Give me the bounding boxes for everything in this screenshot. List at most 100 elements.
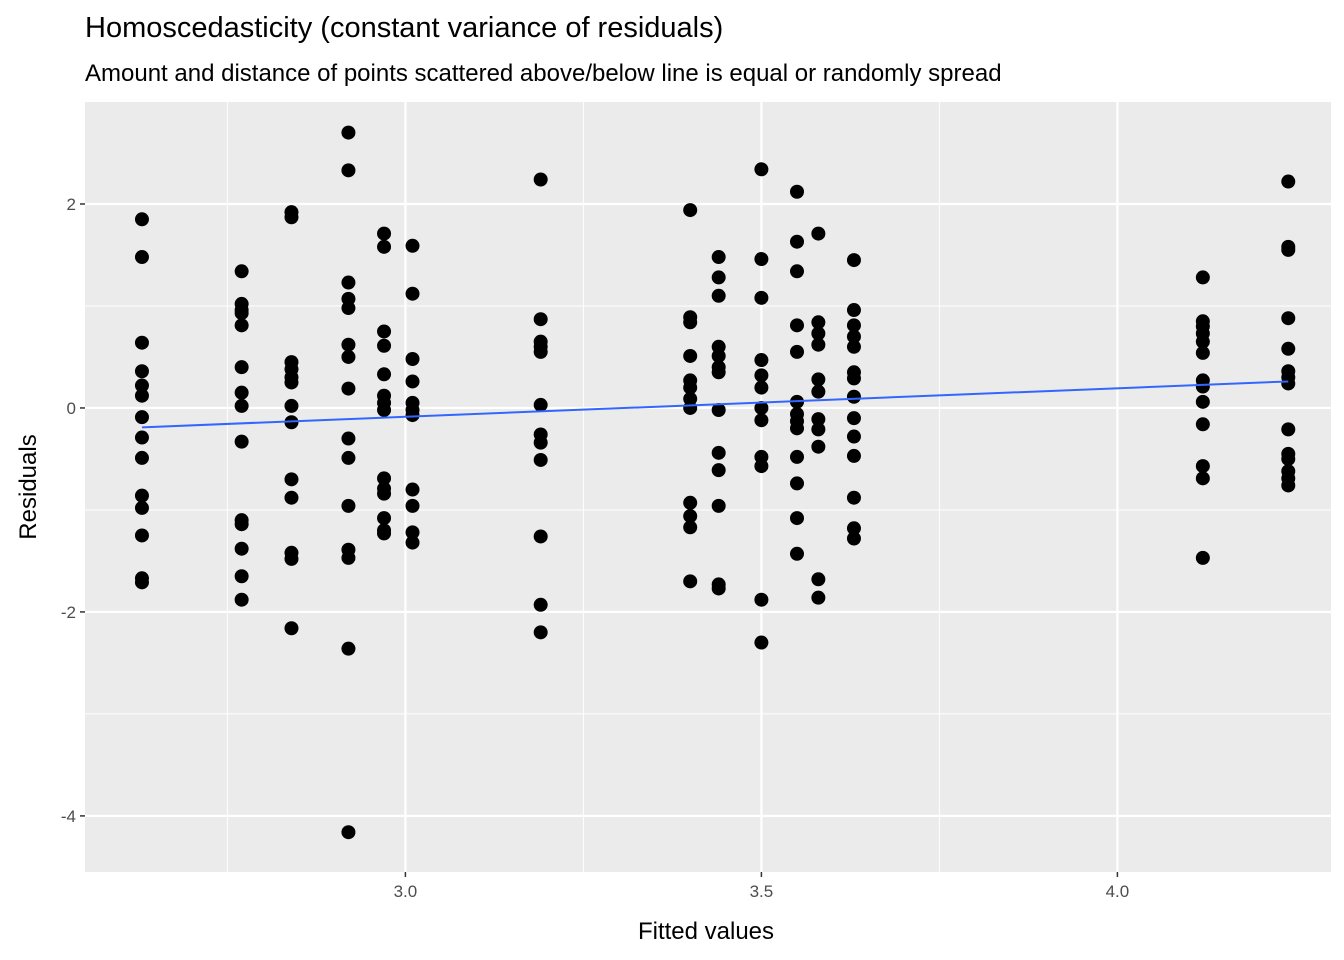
data-point	[134, 450, 149, 465]
data-point	[377, 324, 392, 339]
x-tick-label: 3.0	[394, 882, 418, 901]
data-point	[377, 338, 392, 353]
data-point	[377, 367, 392, 382]
data-point	[1281, 311, 1296, 326]
data-point	[284, 490, 299, 505]
data-point	[377, 471, 392, 486]
data-point	[1195, 345, 1210, 360]
data-point	[405, 286, 420, 301]
data-point	[405, 238, 420, 253]
y-tick-label: -2	[61, 603, 76, 622]
chart-subtitle: Amount and distance of points scattered …	[85, 60, 1002, 87]
data-point	[533, 435, 548, 450]
data-point	[811, 326, 826, 341]
data-point	[754, 162, 769, 177]
data-point	[711, 463, 726, 478]
data-point	[1195, 379, 1210, 394]
data-point	[711, 445, 726, 460]
data-point	[790, 344, 804, 359]
data-point	[341, 431, 356, 446]
data-point	[811, 384, 826, 399]
data-point	[134, 528, 149, 543]
data-point	[234, 318, 249, 333]
data-point	[134, 212, 149, 227]
data-point	[341, 381, 356, 396]
data-point	[811, 226, 826, 241]
data-point	[811, 315, 826, 330]
data-point	[377, 486, 392, 501]
y-axis-title: Residuals	[15, 434, 42, 539]
data-point	[341, 349, 356, 364]
fit-line-layer	[141, 380, 1289, 429]
data-point	[754, 380, 769, 395]
data-point	[1195, 334, 1210, 349]
data-point	[754, 592, 769, 607]
y-tick-label: 0	[67, 399, 76, 418]
data-point	[234, 541, 249, 556]
data-point	[846, 329, 861, 344]
data-point	[134, 488, 149, 503]
data-point	[234, 398, 249, 413]
data-point	[846, 371, 861, 386]
data-point	[341, 125, 356, 140]
data-point	[341, 163, 356, 178]
data-point	[377, 511, 392, 526]
data-point	[341, 450, 356, 465]
data-point	[405, 352, 420, 367]
data-point	[754, 459, 769, 474]
data-point	[790, 264, 804, 279]
data-point	[683, 400, 698, 415]
data-point	[533, 597, 548, 612]
data-point	[754, 290, 769, 305]
data-point	[711, 581, 726, 596]
data-point	[711, 498, 726, 513]
data-point	[754, 635, 769, 650]
data-point	[377, 226, 392, 241]
data-point	[790, 449, 804, 464]
data-point	[790, 476, 804, 491]
data-point	[811, 572, 826, 587]
data-point	[1195, 471, 1210, 486]
data-point	[790, 421, 804, 436]
y-tick-label: -4	[61, 807, 76, 826]
y-axis-ticks: 2 0 -2 -4	[61, 195, 85, 826]
data-point	[754, 368, 769, 383]
data-point	[790, 318, 804, 333]
data-point	[341, 550, 356, 565]
data-point	[683, 509, 698, 524]
data-point	[683, 495, 698, 510]
data-point	[683, 520, 698, 535]
data-point	[341, 275, 356, 290]
data-point	[846, 531, 861, 546]
data-point	[683, 380, 698, 395]
data-point	[754, 353, 769, 368]
data-point	[533, 312, 548, 327]
data-point	[377, 526, 392, 541]
data-point	[1195, 417, 1210, 432]
data-point	[134, 410, 149, 425]
data-point	[846, 318, 861, 333]
data-point	[234, 264, 249, 279]
data-point	[1281, 341, 1296, 356]
data-point	[811, 337, 826, 352]
data-point	[846, 339, 861, 354]
data-point	[846, 389, 861, 404]
data-point	[846, 429, 861, 444]
data-point	[711, 365, 726, 380]
data-point	[134, 430, 149, 445]
data-point	[341, 301, 356, 316]
data-point	[284, 210, 299, 225]
data-point	[683, 315, 698, 330]
data-point	[234, 569, 249, 584]
data-point	[754, 413, 769, 428]
data-point	[1195, 394, 1210, 409]
data-point	[533, 397, 548, 412]
data-point	[683, 574, 698, 589]
data-point	[1195, 459, 1210, 474]
data-point	[1281, 478, 1296, 493]
data-point	[846, 448, 861, 463]
data-point	[134, 378, 149, 393]
data-point	[341, 641, 356, 656]
data-point	[234, 592, 249, 607]
